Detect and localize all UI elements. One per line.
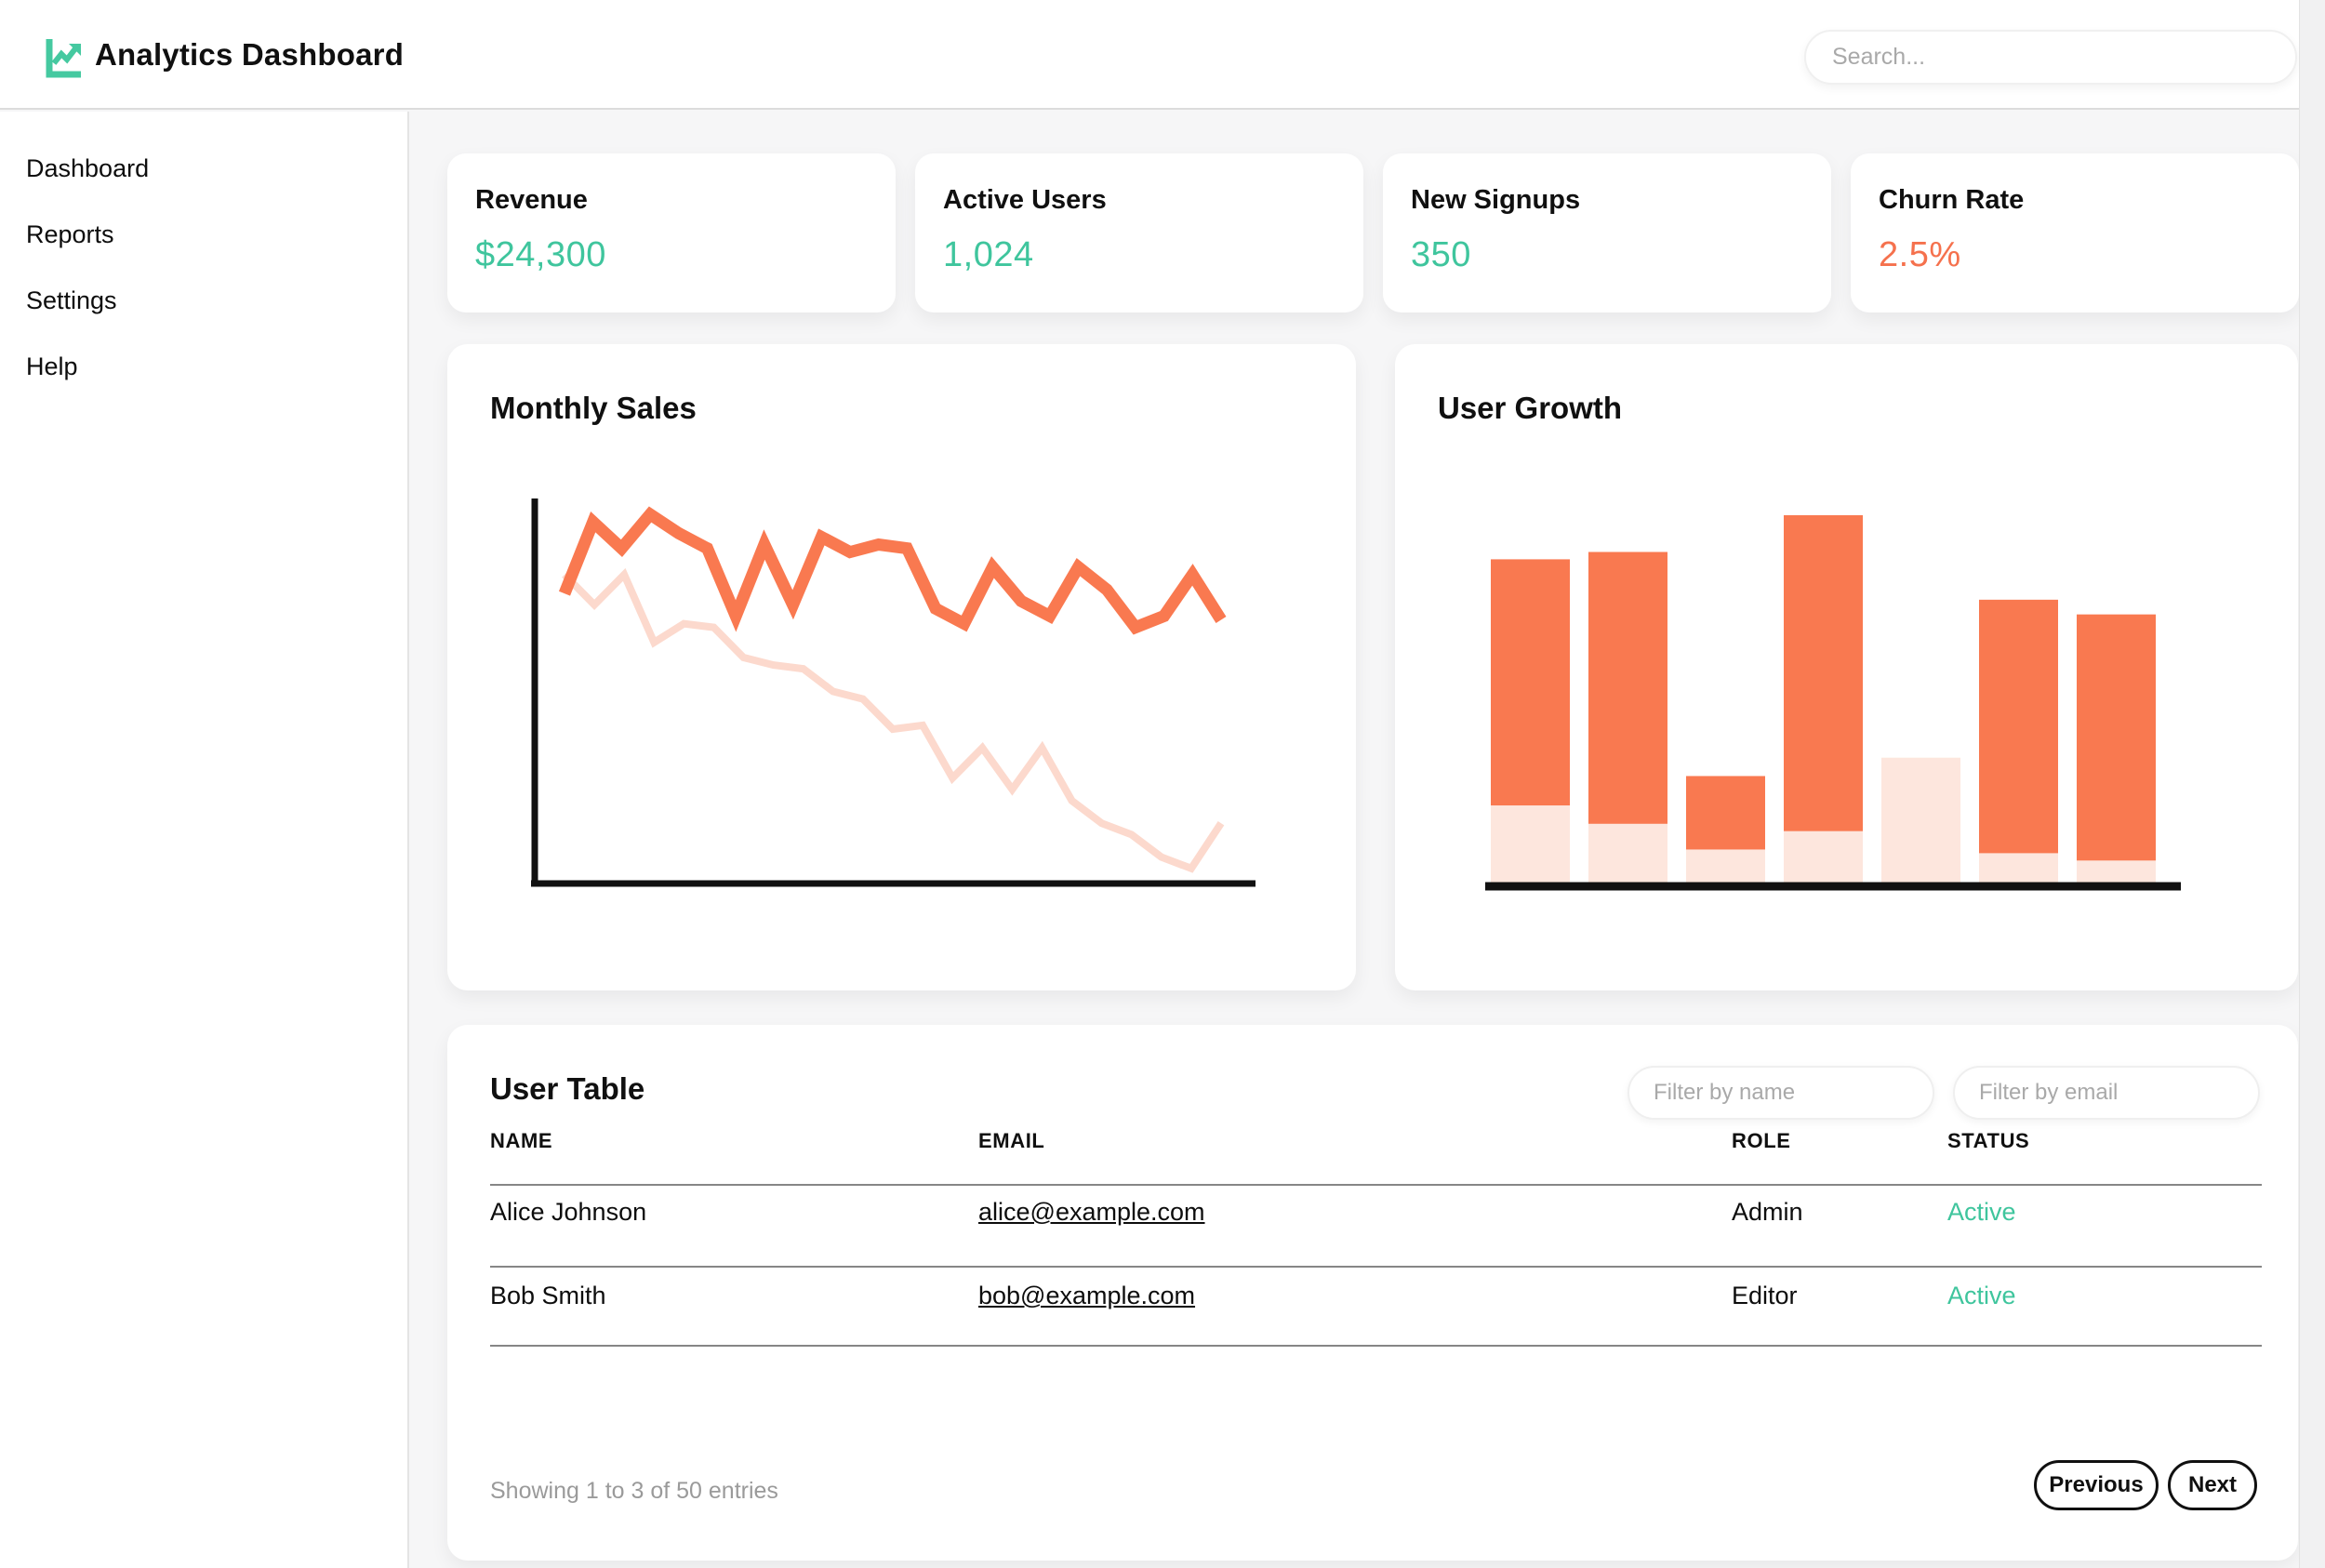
bar-growth-segment xyxy=(1491,559,1570,806)
stat-card-active-users: Active Users 1,024 xyxy=(915,153,1363,312)
cell-role: Editor xyxy=(1732,1282,1798,1309)
table-row: Bob Smith bob@example.com Editor Active xyxy=(447,1282,2298,1319)
bar-base-segment xyxy=(2077,860,2156,883)
bar-base-segment xyxy=(1784,831,1863,883)
bar-base-segment xyxy=(1979,853,2058,883)
sidebar-item-help[interactable]: Help xyxy=(26,352,78,380)
stat-card-churn-rate: Churn Rate 2.5% xyxy=(1851,153,2299,312)
table-row: Alice Johnson alice@example.com Admin Activ… xyxy=(447,1198,2298,1235)
stat-card-revenue: Revenue $24,300 xyxy=(447,153,896,312)
stat-card-new-signups: New Signups 350 xyxy=(1383,153,1831,312)
previous-button[interactable]: Previous xyxy=(2034,1460,2159,1510)
filter-by-name-input[interactable] xyxy=(1628,1066,1934,1120)
scrollbar[interactable] xyxy=(2299,0,2325,1568)
stat-value: 2.5% xyxy=(1879,235,1961,274)
stat-value: 1,024 xyxy=(943,235,1034,274)
stat-label: New Signups xyxy=(1411,185,1581,215)
cell-name: Alice Johnson xyxy=(490,1198,647,1226)
sidebar-nav: Dashboard Reports Settings Help xyxy=(0,112,407,400)
cell-email-link[interactable]: alice@example.com xyxy=(978,1198,1205,1226)
table-row-divider xyxy=(490,1266,2262,1268)
user-growth-title: User Growth xyxy=(1438,391,1623,425)
cell-role: Admin xyxy=(1732,1198,1803,1226)
next-button[interactable]: Next xyxy=(2168,1460,2257,1510)
sidebar: Dashboard Reports Settings Help xyxy=(0,112,409,1568)
cell-email-link[interactable]: bob@example.com xyxy=(978,1282,1196,1309)
bar-base-segment xyxy=(1881,757,1960,883)
monthly-sales-card: Monthly Sales xyxy=(447,344,1356,990)
user-growth-bar-chart xyxy=(1485,515,2181,891)
bar-growth-segment xyxy=(1588,551,1667,824)
monthly-sales-title: Monthly Sales xyxy=(490,391,697,425)
page-title: Analytics Dashboard xyxy=(95,37,405,72)
column-header-role: ROLE xyxy=(1732,1129,1791,1152)
bar-base-segment xyxy=(1491,805,1570,883)
table-header-divider xyxy=(490,1184,2262,1186)
table-entries-summary: Showing 1 to 3 of 50 entries xyxy=(490,1478,778,1504)
stat-label: Active Users xyxy=(943,185,1107,215)
line-series-previous-period xyxy=(562,567,1225,873)
bar-growth-segment xyxy=(1784,515,1863,831)
bar-base-segment xyxy=(1588,823,1667,883)
cell-status: Active xyxy=(1947,1198,2016,1226)
stat-label: Revenue xyxy=(475,185,588,215)
bar-growth-segment xyxy=(1979,599,2058,854)
search-input[interactable] xyxy=(1804,30,2297,85)
column-header-email: EMAIL xyxy=(978,1129,1045,1152)
bar-growth-segment xyxy=(2077,614,2156,861)
column-header-status: STATUS xyxy=(1947,1129,2030,1152)
sidebar-item-reports[interactable]: Reports xyxy=(26,220,114,248)
sidebar-item-settings[interactable]: Settings xyxy=(26,286,117,314)
monthly-sales-line-chart xyxy=(531,498,1256,887)
header: Analytics Dashboard xyxy=(0,0,2325,110)
table-header-row: NAME EMAIL ROLE STATUS xyxy=(447,1129,2298,1159)
chart-line-logo-icon xyxy=(46,37,83,78)
line-series-current-sales xyxy=(558,506,1227,635)
bar-growth-segment xyxy=(1686,776,1765,850)
user-growth-card: User Growth xyxy=(1395,344,2298,990)
table-row-divider xyxy=(490,1345,2262,1347)
bar-base-segment xyxy=(1686,849,1765,883)
column-header-name: NAME xyxy=(490,1129,553,1152)
stat-value: $24,300 xyxy=(475,235,606,274)
filter-by-email-input[interactable] xyxy=(1953,1066,2260,1120)
stat-value: 350 xyxy=(1411,235,1471,274)
user-table-title: User Table xyxy=(490,1071,645,1106)
sidebar-item-dashboard[interactable]: Dashboard xyxy=(26,154,150,182)
cell-status: Active xyxy=(1947,1282,2016,1309)
user-table-card: User Table NAME EMAIL ROLE STATUS Alice … xyxy=(447,1025,2298,1561)
stat-label: Churn Rate xyxy=(1879,185,2025,215)
cell-name: Bob Smith xyxy=(490,1282,606,1309)
stats-row: Revenue $24,300 Active Users 1,024 New Signu… xyxy=(447,153,2301,312)
